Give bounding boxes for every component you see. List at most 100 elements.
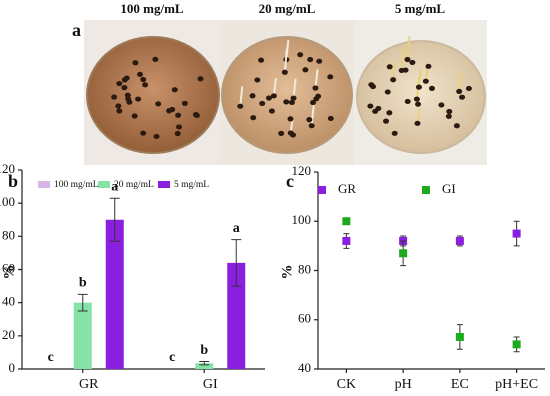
- seed: [259, 100, 266, 107]
- bar: [195, 363, 214, 369]
- y-axis-label: %: [279, 265, 295, 280]
- seed: [283, 99, 290, 105]
- panel-label: b: [8, 171, 18, 191]
- seed: [140, 76, 147, 83]
- seed: [415, 101, 422, 107]
- y-tick-label: 20: [2, 327, 15, 342]
- seed: [404, 56, 411, 63]
- y-tick-label: 120: [0, 161, 15, 176]
- seed: [456, 88, 463, 94]
- sprout: [406, 36, 411, 60]
- error-bar: [109, 197, 120, 242]
- significance-letter: c: [169, 350, 175, 365]
- legend-swatch: [158, 181, 170, 188]
- seed: [312, 85, 319, 91]
- y-tick-label: 100: [0, 194, 15, 209]
- seed: [390, 77, 397, 83]
- seed: [197, 76, 204, 82]
- seed: [124, 92, 131, 98]
- sprout: [400, 47, 405, 71]
- seed: [281, 69, 288, 75]
- seed: [306, 117, 313, 123]
- sprout: [272, 78, 277, 96]
- seed: [415, 84, 422, 90]
- legend-marker: [422, 186, 430, 194]
- panel-label: c: [286, 171, 294, 191]
- seed: [453, 123, 460, 129]
- y-tick-label: 80: [298, 261, 311, 276]
- seed: [409, 59, 416, 66]
- seed: [115, 103, 122, 109]
- seed: [316, 58, 323, 64]
- seed: [131, 113, 138, 119]
- photo-label: 100 mg/mL: [120, 1, 184, 16]
- x-tick-label: CK: [337, 377, 356, 392]
- seed: [268, 108, 275, 114]
- significance-letter: b: [79, 276, 87, 291]
- seed: [278, 130, 285, 136]
- seed: [386, 110, 393, 116]
- sprout: [310, 104, 315, 126]
- seed: [428, 85, 435, 91]
- seed: [367, 103, 374, 109]
- seed: [315, 93, 322, 99]
- seed: [237, 103, 244, 109]
- legend-label: 100 mg/mL: [54, 180, 99, 190]
- seed: [249, 93, 256, 99]
- y-tick-label: 80: [2, 227, 15, 242]
- seed: [193, 112, 200, 119]
- sprout: [292, 78, 297, 99]
- seed: [302, 67, 309, 73]
- significance-letter: a: [233, 221, 240, 236]
- sprout: [417, 69, 422, 88]
- legend-swatch: [38, 181, 50, 188]
- seed: [327, 115, 334, 122]
- seed: [446, 108, 453, 115]
- seed: [372, 108, 379, 114]
- significance-letter: b: [200, 343, 208, 358]
- seed: [391, 130, 398, 136]
- seed: [254, 77, 261, 83]
- legend-swatch: [98, 181, 110, 188]
- photo-label: 5 mg/mL: [395, 1, 446, 16]
- error-bar: [231, 239, 242, 287]
- seed: [459, 94, 466, 100]
- seed: [111, 94, 118, 100]
- point: [455, 236, 464, 245]
- point: [512, 340, 521, 349]
- seed: [310, 99, 317, 106]
- seed: [125, 96, 132, 102]
- error-bar: [77, 293, 88, 312]
- seed: [174, 130, 181, 137]
- x-tick-label: GR: [79, 377, 99, 392]
- legend-marker: [318, 186, 326, 194]
- seed: [137, 71, 144, 77]
- seed: [297, 52, 304, 58]
- seed: [152, 56, 159, 62]
- legend-label: GR: [338, 181, 356, 196]
- seed: [132, 60, 139, 66]
- y-axis-label: %: [1, 265, 17, 280]
- seed: [135, 96, 142, 102]
- seed: [465, 85, 472, 92]
- panel-label: a: [72, 20, 81, 40]
- photo-panel: [84, 20, 487, 165]
- significance-letter: c: [48, 350, 54, 365]
- seed: [166, 108, 173, 114]
- seed: [265, 95, 272, 101]
- legend-label: 20 mg/mL: [114, 180, 154, 190]
- y-tick-label: 100: [292, 212, 312, 227]
- seed: [142, 82, 149, 88]
- seed: [288, 99, 295, 106]
- legend-label: GI: [442, 181, 456, 196]
- seed: [290, 95, 297, 101]
- seed: [308, 123, 315, 129]
- dish: [221, 36, 353, 154]
- seed: [140, 130, 147, 136]
- x-tick-label: pH+EC: [495, 377, 538, 392]
- y-tick-label: 40: [298, 360, 311, 375]
- point: [342, 217, 351, 226]
- seed: [258, 57, 265, 63]
- seed: [383, 118, 390, 124]
- x-tick-label: pH: [395, 377, 412, 392]
